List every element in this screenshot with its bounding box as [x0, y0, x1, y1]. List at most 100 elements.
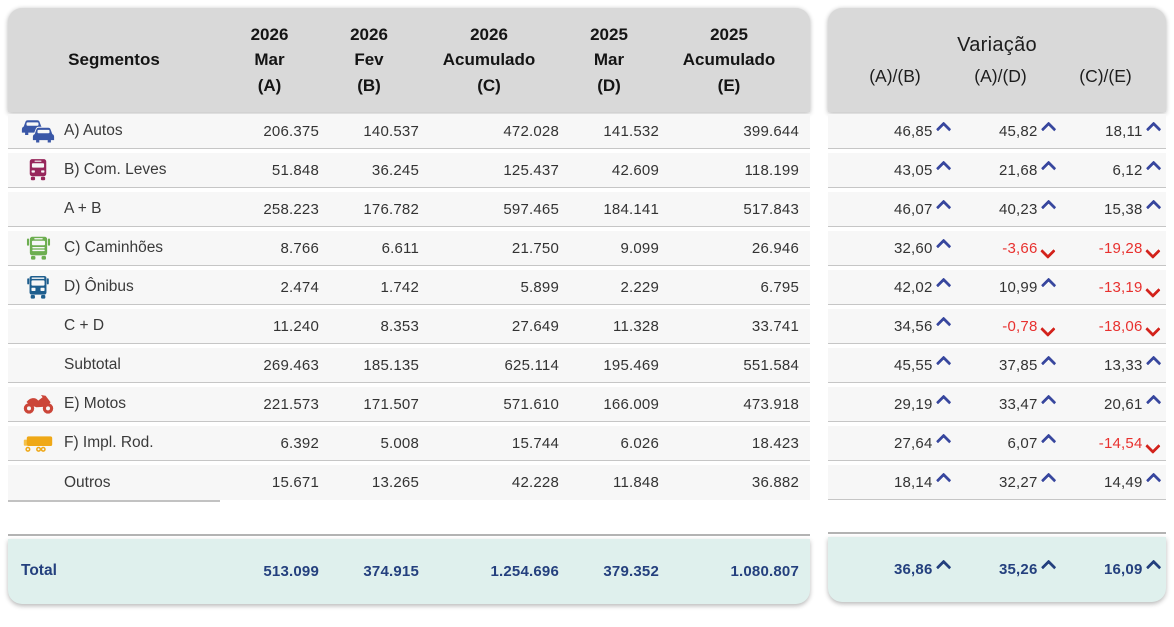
total-value: 379.352	[603, 562, 659, 580]
variation-row: 43,05 21,68 6,12	[828, 153, 1166, 188]
variation-rows: 46,85 45,82 18,11 43,05 21,68 6,12 46,07 40,23 1…	[828, 114, 1166, 504]
segment-value: 8.353	[380, 317, 419, 335]
up-arrow-icon	[1145, 472, 1161, 488]
cars-icon	[18, 119, 58, 144]
segment-value: 472.028	[503, 122, 559, 140]
segment-value: 42.609	[611, 161, 659, 179]
segment-row: B) Com. Leves 51.848 36.245 125.437 42.609 11…	[8, 153, 810, 188]
segment-label-cell: C) Caminhões	[8, 236, 220, 261]
segment-label-cell: A) Autos	[8, 119, 220, 144]
up-arrow-icon	[1145, 560, 1161, 575]
variation-value: 13,33	[1103, 356, 1143, 374]
variation-panel: Variação (A)/(B) (A)/(D) (C)/(E) 46,85 45…	[828, 8, 1166, 627]
segment-value: 2.474	[280, 278, 319, 296]
col-header-d-period: Mar	[593, 50, 625, 70]
segment-value: 6.026	[620, 434, 659, 452]
segment-value: 5.899	[520, 278, 559, 296]
variation-value: 46,07	[893, 200, 933, 218]
variation-value: 32,27	[998, 473, 1038, 491]
segment-value: 185.135	[363, 356, 419, 374]
segment-value: 221.573	[263, 395, 319, 413]
segment-value: 2.229	[620, 278, 659, 296]
segment-value: 15.744	[511, 434, 559, 452]
segments-table-panel: Segmentos 2026 Mar (A) 2026 Fev (B) 2026…	[8, 8, 810, 627]
variation-header: Variação (A)/(B) (A)/(D) (C)/(E)	[828, 8, 1166, 112]
variation-total-cell: 16,09	[1053, 560, 1161, 578]
variation-value: 10,99	[998, 278, 1038, 296]
col-header-d: 2025 Mar (D)	[559, 22, 659, 99]
segment-value: 6.611	[381, 239, 419, 257]
segment-row: Subtotal 269.463 185.135 625.114 195.469 551.…	[8, 348, 810, 383]
segment-label: Outros	[64, 473, 111, 491]
segments-column-header: Segmentos	[68, 50, 160, 69]
segment-value: 8.766	[280, 239, 319, 257]
segment-label: C + D	[64, 317, 105, 334]
variation-cell: -0,78	[948, 318, 1056, 337]
variation-row: 29,19 33,47 20,61	[828, 387, 1166, 422]
variation-value: 18,11	[1105, 122, 1143, 140]
variation-cell: 13,33	[1053, 355, 1161, 374]
variation-value: -18,06	[1098, 317, 1143, 335]
total-value: 1.080.807	[730, 562, 799, 580]
col-header-a-year: 2026	[250, 24, 289, 44]
variation-row: 46,07 40,23 15,38	[828, 192, 1166, 227]
variation-cell: 20,61	[1053, 394, 1161, 413]
segment-label: C) Caminhões	[64, 239, 164, 256]
variation-cell: 33,47	[948, 394, 1056, 413]
segment-row: A) Autos 206.375 140.537 472.028 141.532 399.…	[8, 114, 810, 149]
variation-value: 45,82	[998, 122, 1038, 140]
variation-value: 6,07	[1007, 434, 1038, 452]
segment-value: 551.584	[743, 356, 799, 374]
variation-value: 42,02	[893, 278, 933, 296]
segments-table-header: Segmentos 2026 Mar (A) 2026 Fev (B) 2026…	[8, 8, 810, 112]
segment-value: 6.392	[280, 434, 319, 452]
col-header-d-year: 2025	[590, 24, 628, 44]
variation-value: 6,12	[1112, 161, 1143, 179]
segment-value: 269.463	[263, 356, 319, 374]
variation-cell: 34,56	[842, 316, 951, 335]
col-header-b-year: 2026	[350, 24, 388, 44]
segment-value: 33.741	[751, 317, 799, 335]
segment-label: Subtotal	[64, 356, 121, 373]
truck-icon	[18, 236, 58, 261]
col-header-d-letter: (D)	[597, 75, 621, 95]
segment-value: 176.782	[363, 200, 419, 218]
down-arrow-icon	[1145, 243, 1161, 259]
col-header-e-letter: (E)	[717, 75, 741, 95]
segment-value: 184.141	[603, 200, 659, 218]
segment-value: 171.507	[363, 395, 419, 413]
variation-cell: 18,11	[1053, 121, 1161, 140]
up-arrow-icon	[1145, 355, 1161, 371]
col-header-a-period: Mar	[254, 50, 285, 70]
variation-cell: 45,82	[948, 121, 1056, 140]
up-arrow-icon	[1145, 121, 1161, 137]
segment-label: A + B	[64, 200, 102, 217]
segment-value: 6.795	[760, 278, 799, 296]
segment-label-cell: D) Ônibus	[8, 275, 220, 300]
segment-label: F) Impl. Rod.	[64, 434, 154, 451]
segment-value: 42.228	[511, 474, 559, 491]
segment-value: 15.671	[271, 474, 319, 491]
down-arrow-icon	[1145, 438, 1161, 454]
variation-cell: 21,68	[948, 160, 1056, 179]
variation-cell: 46,07	[842, 199, 951, 218]
segment-value: 141.532	[603, 122, 659, 140]
total-value: 513.099	[263, 562, 319, 580]
total-divider	[8, 533, 810, 536]
variation-value: 40,23	[998, 200, 1038, 218]
variation-row: 18,14 32,27 14,49	[828, 465, 1166, 500]
variation-row: 34,56 -0,78 -18,06	[828, 309, 1166, 344]
variation-row: 27,64 6,07 -14,54	[828, 426, 1166, 461]
segment-label: D) Ônibus	[64, 278, 134, 295]
segment-label: E) Motos	[64, 395, 127, 412]
segment-value: 206.375	[263, 122, 319, 140]
variation-title: Variação	[957, 33, 1037, 56]
variation-cell: 6,07	[948, 433, 1056, 452]
variation-total-value: 16,09	[1103, 561, 1143, 578]
col-header-b-letter: (B)	[357, 75, 381, 95]
variation-value: -3,66	[1002, 239, 1038, 257]
segment-value: 473.918	[743, 395, 799, 413]
up-arrow-icon	[1145, 199, 1161, 215]
variation-cell: -18,06	[1053, 317, 1161, 337]
